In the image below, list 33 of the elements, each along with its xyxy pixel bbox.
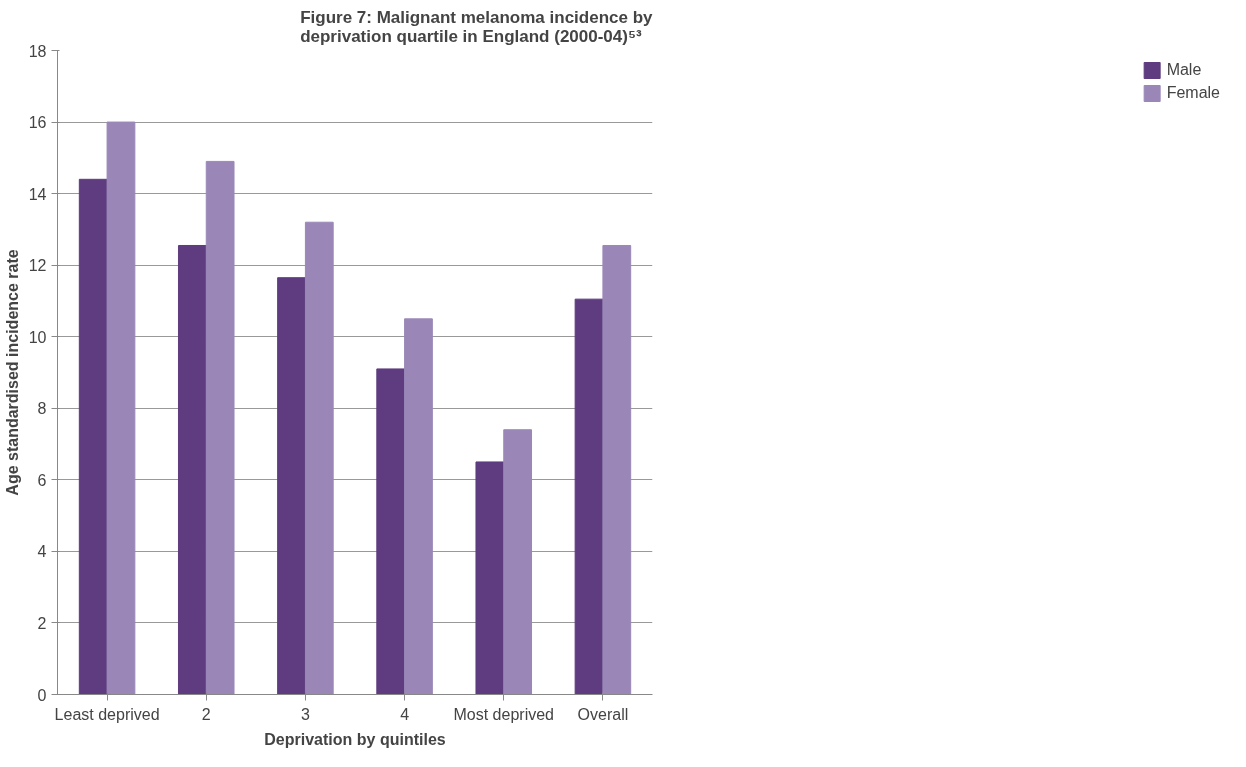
bar bbox=[574, 298, 604, 695]
legend-label: Female bbox=[1166, 84, 1220, 102]
x-tick-label: Least deprived bbox=[54, 705, 160, 723]
y-tick-label: 4 bbox=[37, 543, 47, 561]
y-tick-label: 2 bbox=[37, 614, 47, 632]
y-tick-label: 0 bbox=[37, 686, 47, 704]
bar bbox=[376, 368, 406, 695]
y-tick-label: 10 bbox=[28, 328, 47, 346]
bar bbox=[503, 429, 533, 695]
x-tick-label: 3 bbox=[300, 705, 310, 723]
y-tick-label: 14 bbox=[28, 185, 47, 203]
x-tick-label: Overall bbox=[577, 705, 629, 723]
y-tick-label: 6 bbox=[37, 471, 47, 489]
x-axis-title: Deprivation by quintiles bbox=[264, 730, 446, 748]
bar bbox=[475, 461, 505, 695]
chart-title: Figure 7: Malignant melanoma incidence by deprivation quartile in England (2000-04)⁵³ bbox=[300, 7, 654, 46]
bar bbox=[106, 121, 136, 695]
bar bbox=[602, 244, 632, 695]
x-tick-label: Most deprived bbox=[453, 705, 554, 723]
y-tick-label: 18 bbox=[28, 42, 47, 60]
y-tick-label: 12 bbox=[28, 257, 47, 275]
bar bbox=[277, 277, 306, 695]
bar bbox=[205, 160, 235, 695]
bar bbox=[78, 178, 108, 695]
bar bbox=[404, 318, 433, 695]
x-tick-label: 4 bbox=[400, 705, 410, 723]
y-tick-label: 8 bbox=[37, 400, 47, 418]
y-tick-label: 16 bbox=[28, 114, 47, 132]
bar bbox=[304, 221, 334, 695]
y-axis-title: Age standardised incidence rate bbox=[3, 249, 21, 496]
bar bbox=[177, 244, 207, 695]
legend-label: Male bbox=[1166, 61, 1202, 79]
x-tick-label: 2 bbox=[201, 705, 211, 723]
